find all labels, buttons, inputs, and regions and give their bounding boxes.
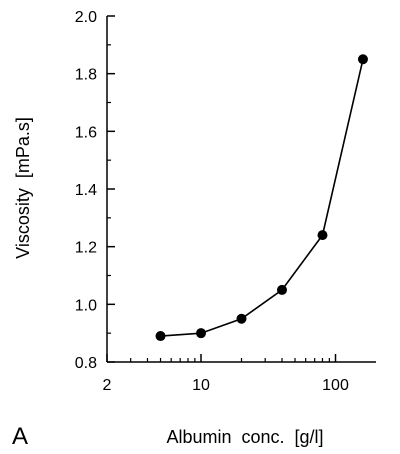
data-point [155, 331, 166, 342]
y-tick-label: 1.8 [75, 67, 97, 84]
y-tick-label: 1.2 [75, 240, 97, 257]
y-tick-label: 0.8 [75, 355, 97, 372]
y-tick-label: 1.4 [75, 182, 97, 199]
data-point [236, 313, 247, 324]
x-tick-label: 10 [192, 377, 210, 394]
tick-labels: 0.8 1.0 1.2 1.4 1.6 1.8 2.0 2 10 100 [75, 9, 349, 394]
data-point [357, 54, 368, 65]
tick-marks [106, 15, 337, 363]
data-point [317, 230, 328, 241]
data-point [196, 328, 207, 339]
series-line [160, 59, 364, 337]
data-series [155, 54, 368, 342]
data-point [276, 284, 287, 295]
axes [106, 16, 376, 363]
y-tick-label: 2.0 [75, 9, 97, 26]
y-tick-label: 1.0 [75, 297, 97, 314]
x-axis-label: Albumin conc. [g/l] [166, 427, 323, 447]
panel-label: A [12, 423, 28, 450]
y-axis-label: Viscosity [mPa.s] [13, 117, 33, 259]
x-tick-label: 100 [322, 377, 349, 394]
x-tick-label: 2 [103, 377, 112, 394]
y-tick-label: 1.6 [75, 124, 97, 141]
